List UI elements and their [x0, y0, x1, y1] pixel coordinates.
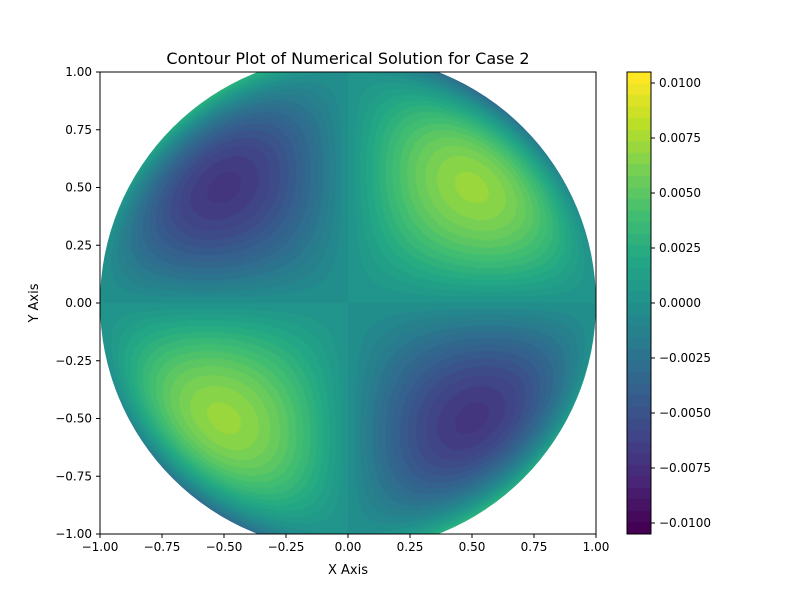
x-tick-label: −0.50 [206, 540, 243, 554]
x-tick-label: −0.75 [144, 540, 181, 554]
y-tick-label: 0.00 [65, 296, 92, 310]
colorbar-tick-label: 0.0100 [659, 76, 701, 90]
x-tick-label: 0.25 [397, 540, 424, 554]
plot-area: −1.00 −0.75 −0.50 −0.25 0.00 0.25 0.50 0.75 1.00… [55, 65, 609, 554]
colorbar-tick-label: −0.0075 [659, 461, 711, 475]
x-axis-label: X Axis [328, 563, 368, 578]
y-tick-label: 0.50 [65, 181, 92, 195]
y-tick-label: −0.75 [55, 469, 92, 483]
contour-field [100, 72, 596, 534]
colorbar-tick-label: −0.0025 [659, 351, 711, 365]
colorbar: 0.0100 0.0075 0.0050 0.0025 0.0000 −0.0025 −0.… [626, 71, 711, 535]
x-axis-ticks: −1.00 −0.75 −0.50 −0.25 0.00 0.25 0.50 0.75 1.00 [82, 534, 610, 554]
y-tick-label: 0.75 [65, 123, 92, 137]
colorbar-tick-label: −0.0100 [659, 516, 711, 530]
colorbar-tick-label: 0.0025 [659, 241, 701, 255]
y-axis-ticks: −1.00 −0.75 −0.50 −0.25 0.00 0.25 0.50 0.75 1.00 [55, 65, 100, 541]
x-tick-label: 0.00 [335, 540, 362, 554]
colorbar-tick-label: 0.0050 [659, 186, 701, 200]
y-tick-label: −0.25 [55, 354, 92, 368]
x-tick-label: 1.00 [583, 540, 610, 554]
colorbar-tick-label: 0.0000 [659, 296, 701, 310]
y-tick-label: 1.00 [65, 65, 92, 79]
x-tick-label: −1.00 [82, 540, 119, 554]
colorbar-gradient [627, 72, 651, 534]
colorbar-tick-label: 0.0075 [659, 131, 701, 145]
x-tick-label: −0.25 [268, 540, 305, 554]
chart-title: Contour Plot of Numerical Solution for C… [166, 49, 529, 68]
y-tick-label: −0.50 [55, 412, 92, 426]
y-tick-label: −1.00 [55, 527, 92, 541]
colorbar-tick-label: −0.0050 [659, 406, 711, 420]
x-tick-label: 0.75 [521, 540, 548, 554]
colorbar-ticks: 0.0100 0.0075 0.0050 0.0025 0.0000 −0.0025 −0.… [651, 76, 711, 530]
x-tick-label: 0.50 [459, 540, 486, 554]
y-tick-label: 0.25 [65, 238, 92, 252]
y-axis-label: Y Axis [27, 283, 42, 323]
